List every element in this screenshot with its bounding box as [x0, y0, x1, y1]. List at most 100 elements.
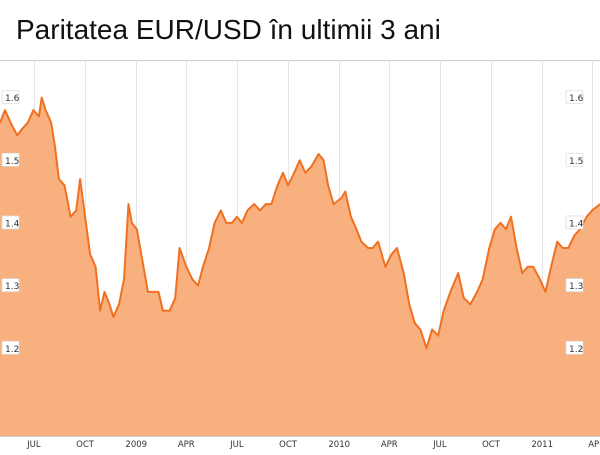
data-point: [521, 272, 523, 274]
data-point: [550, 266, 552, 268]
data-point: [532, 266, 534, 268]
data-point: [169, 310, 171, 312]
y-tick-label: 1.4: [569, 219, 584, 229]
y-tick-label-bg: [565, 278, 584, 293]
data-point: [236, 216, 238, 218]
y-tick-label: 1.4: [5, 219, 20, 229]
y-tick-label: 1.6: [569, 94, 584, 104]
data-point: [27, 122, 29, 124]
data-point: [431, 328, 433, 331]
data-point: [45, 109, 47, 111]
data-point: [253, 203, 255, 205]
data-point: [276, 184, 279, 186]
data-point: [131, 222, 133, 224]
data-point: [54, 147, 56, 149]
y-tick-label-bg: [1, 215, 20, 230]
x-tick-label: OCT: [482, 440, 501, 450]
y-tick-label: 1.3: [569, 282, 583, 292]
y-axis-right: 1.6 1.5 1.4 1.3 1.2: [565, 90, 584, 355]
data-point: [89, 253, 91, 255]
data-point: [208, 247, 210, 249]
data-point: [152, 291, 155, 293]
data-point: [304, 172, 306, 174]
data-point: [414, 322, 416, 324]
y-tick-left: 1.3: [1, 278, 20, 293]
data-point: [123, 278, 125, 280]
x-tick-label: APR: [381, 440, 398, 450]
data-point: [118, 303, 120, 305]
data-point: [162, 310, 164, 312]
data-point: [469, 303, 471, 305]
data-point: [58, 178, 60, 180]
y-tick-label: 1.6: [5, 94, 20, 104]
data-point: [287, 184, 289, 186]
data-point: [567, 247, 569, 249]
data-point: [191, 278, 193, 280]
data-point: [443, 310, 445, 312]
data-point: [591, 209, 593, 211]
y-tick-left: 1.4: [1, 215, 20, 230]
data-point: [333, 203, 335, 205]
data-point: [318, 153, 320, 155]
data-point: [225, 222, 227, 224]
data-point: [482, 278, 484, 280]
x-tick-label: OCT: [76, 440, 95, 450]
y-tick-label-bg: [565, 215, 584, 230]
data-point: [355, 228, 357, 230]
data-point: [425, 347, 428, 349]
data-point: [16, 134, 18, 136]
data-point: [214, 222, 216, 224]
data-point: [360, 241, 362, 243]
data-point: [476, 291, 478, 293]
data-point: [367, 247, 369, 249]
y-tick-label: 1.2: [5, 345, 19, 355]
data-point: [539, 278, 541, 280]
data-point: [562, 247, 564, 249]
x-tick-label: OCT: [279, 440, 298, 450]
x-tick-label: 2010: [328, 440, 350, 450]
y-tick-label-bg: [565, 340, 584, 355]
data-point: [95, 266, 97, 268]
data-point: [259, 209, 261, 211]
y-tick-label-bg: [1, 278, 20, 293]
data-point: [449, 291, 451, 293]
series-layer: [0, 96, 600, 436]
data-point: [299, 159, 301, 161]
eurusd-area-chart: 1.6 1.5 1.4 1.3 1.2 1.6 1.5 1.4 1.3 1.2 JUL OCT 20…: [0, 60, 600, 450]
y-tick-right: 1.2: [565, 340, 584, 355]
data-point: [136, 228, 138, 230]
data-point: [70, 216, 72, 218]
data-point: [510, 216, 512, 218]
data-point: [586, 216, 588, 218]
chart-container: 1.6 1.5 1.4 1.3 1.2 1.6 1.5 1.4 1.3 1.2 JUL OCT 20…: [0, 60, 600, 450]
x-tick-label: APR: [178, 440, 195, 450]
data-point: [390, 253, 393, 255]
y-tick-label-bg: [565, 90, 584, 105]
y-tick-label-bg: [565, 152, 584, 167]
data-point: [419, 328, 421, 331]
data-point: [527, 266, 529, 268]
data-point: [457, 272, 459, 274]
y-tick-left: 1.5: [1, 152, 20, 167]
data-point: [282, 172, 284, 174]
series-area: [0, 97, 600, 436]
x-tick-label: 2011: [531, 440, 553, 450]
data-point: [293, 172, 295, 174]
data-point: [197, 285, 199, 287]
x-tick-label: 2009: [125, 440, 147, 450]
data-point: [157, 291, 160, 293]
y-tick-right: 1.4: [565, 215, 584, 230]
data-point: [75, 209, 77, 211]
data-point: [463, 297, 465, 299]
y-tick-right: 1.5: [565, 152, 584, 167]
data-point: [505, 228, 507, 230]
data-point: [103, 291, 106, 293]
data-point: [516, 247, 518, 249]
x-tick-label: AP: [588, 440, 599, 450]
data-point: [147, 291, 149, 293]
x-axis: JUL OCT 2009 APR JUL OCT 2010 APR JUL OCT 2011 AP: [0, 436, 600, 450]
data-point: [185, 266, 187, 268]
data-point: [4, 109, 6, 111]
y-axis-left: 1.6 1.5 1.4 1.3 1.2: [1, 90, 20, 355]
data-point: [327, 184, 329, 186]
